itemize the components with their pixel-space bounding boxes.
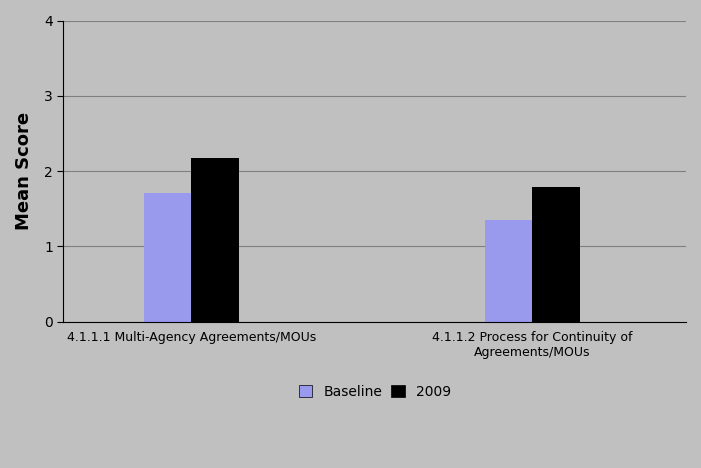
Legend: Baseline, 2009: Baseline, 2009 [299,385,451,399]
Bar [484,220,533,322]
Bar [191,158,239,322]
Bar [144,193,191,322]
Bar [533,187,580,322]
Y-axis label: Mean Score: Mean Score [15,112,33,230]
